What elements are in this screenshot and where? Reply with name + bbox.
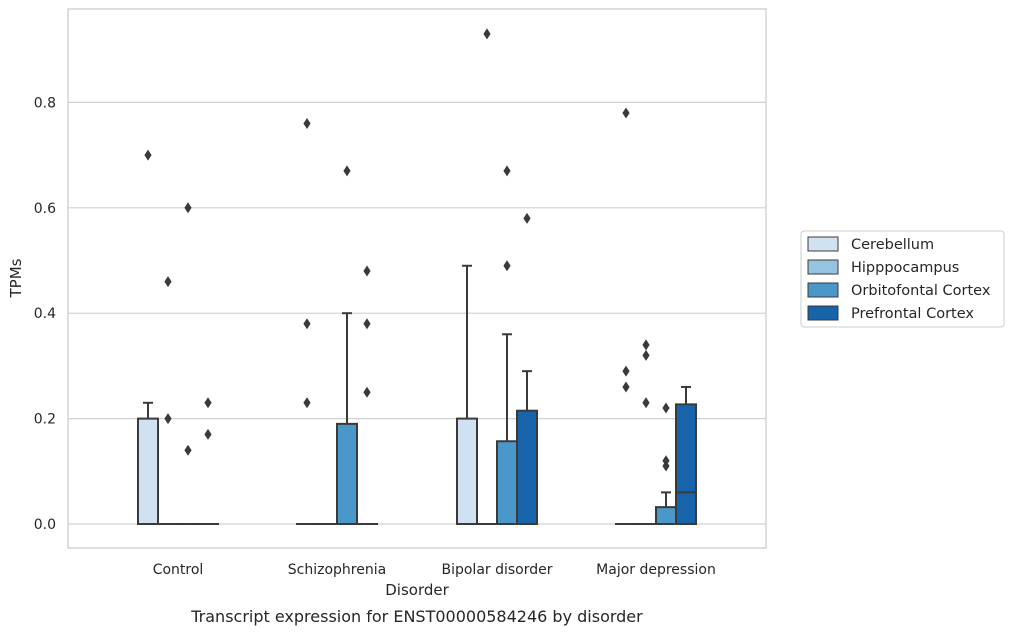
outlier-point [622,107,630,119]
box-orbitofontal-cortex [177,202,199,526]
box-cerebellum [615,107,637,526]
legend-label: Orbitofontal Cortex [851,283,991,299]
outlier-point [303,397,311,409]
box-marks [137,28,697,526]
outlier-point [184,444,192,456]
legend-swatch [807,236,839,252]
box-prefrontal-cortex [197,397,219,526]
box-prefrontal-cortex [516,212,538,526]
y-tick-label: 0.2 [34,412,56,428]
outlier-point [184,202,192,214]
outlier-point [363,265,371,277]
outlier-point [642,349,650,361]
box-body [496,440,518,525]
box-body [655,506,677,525]
outlier-point [503,260,511,272]
legend-swatch [807,282,839,298]
y-tick-label: 0.0 [34,517,56,533]
legend-label: Hipppocampus [851,260,959,276]
plot-area-frame [67,8,767,549]
outlier-point [303,318,311,330]
box-hipppocampus [635,339,657,526]
box-body [137,417,159,526]
outlier-point [144,149,152,161]
outlier-point [642,397,650,409]
box-cerebellum [137,149,159,526]
y-axis-label: TPMs [7,258,25,298]
outlier-point [363,386,371,398]
legend-swatch [807,305,839,321]
box-cerebellum [456,264,478,526]
y-tick-label: 0.4 [34,306,56,322]
outlier-point [662,402,670,414]
grid-lines [68,101,766,525]
outlier-point [303,117,311,129]
x-axis-label: Disorder [385,581,449,599]
outlier-point [204,397,212,409]
outlier-point [503,165,511,177]
outlier-point [363,318,371,330]
legend-label: Prefrontal Cortex [851,306,974,322]
x-tick-label: Schizophrenia [288,562,386,578]
legend-label: Cerebellum [851,237,934,253]
x-tick-label: Bipolar disorder [441,562,552,578]
box-prefrontal-cortex [675,385,697,525]
box-cerebellum [296,117,318,526]
outlier-point [622,365,630,377]
outlier-point [523,212,531,224]
outlier-point [483,28,491,40]
outlier-point [642,339,650,351]
x-tick-label: Control [153,562,204,578]
outlier-point [343,165,351,177]
box-orbitofontal-cortex [655,402,677,525]
y-tick-label: 0.8 [34,95,56,111]
box-orbitofontal-cortex [496,165,518,525]
outlier-point [164,413,172,425]
chart-caption: Transcript expression for ENST0000058424… [190,607,643,626]
outlier-point [204,428,212,440]
box-body [516,409,538,526]
legend-frame [800,230,1005,328]
legend: Cerebellum Hipppocampus Orbitofontal Corte… [800,230,1005,328]
y-tick-label: 0.6 [34,201,56,217]
y-axis-ticks: 0.0 0.2 0.4 0.6 0.8 [34,95,56,533]
box-body [336,422,358,525]
box-body [456,417,478,526]
outlier-point [662,460,670,472]
box-prefrontal-cortex [356,265,378,526]
outlier-point [164,276,172,288]
box-orbitofontal-cortex [336,165,358,525]
x-axis-ticks: Control Schizophrenia Bipolar disorder Majo… [153,562,716,578]
outlier-point [622,381,630,393]
box-body [675,403,697,525]
legend-swatch [807,259,839,275]
x-tick-label: Major depression [596,562,716,578]
